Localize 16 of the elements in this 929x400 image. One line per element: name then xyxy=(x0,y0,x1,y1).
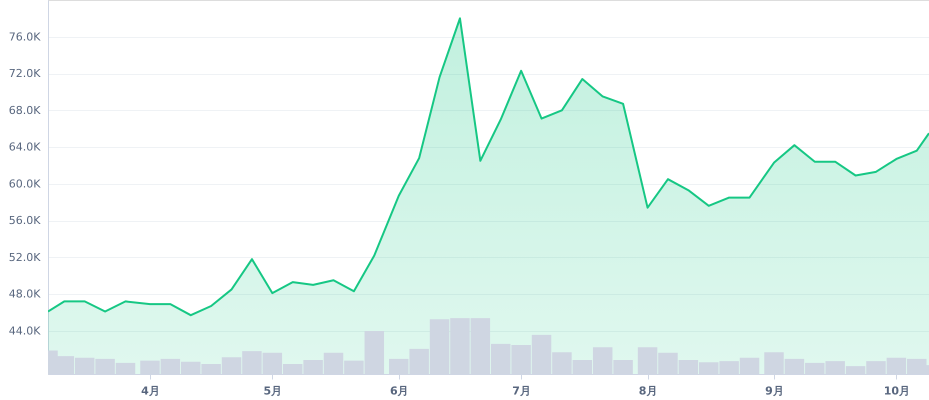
x-tick-label: 9月 xyxy=(765,384,784,398)
y-tick-label: 76.0K xyxy=(8,30,42,44)
x-tick-label: 5月 xyxy=(264,384,282,398)
y-tick-label: 52.0K xyxy=(8,250,42,264)
y-tick-label: 60.0K xyxy=(8,177,42,190)
x-tick-label: 10月 xyxy=(884,384,910,398)
x-tick-label: 7月 xyxy=(512,384,531,398)
y-tick-label: 44.0K xyxy=(8,324,42,338)
y-tick-label: 72.0K xyxy=(8,67,42,80)
y-tick-label: 64.0K xyxy=(8,140,42,154)
x-tick-label: 6月 xyxy=(390,384,409,398)
y-tick-label: 48.0K xyxy=(8,288,42,301)
y-tick-label: 56.0K xyxy=(8,214,42,228)
x-tick-label: 8月 xyxy=(638,384,658,398)
x-tick-label: 4月 xyxy=(141,384,160,398)
y-tick-label: 68.0K xyxy=(8,104,42,117)
